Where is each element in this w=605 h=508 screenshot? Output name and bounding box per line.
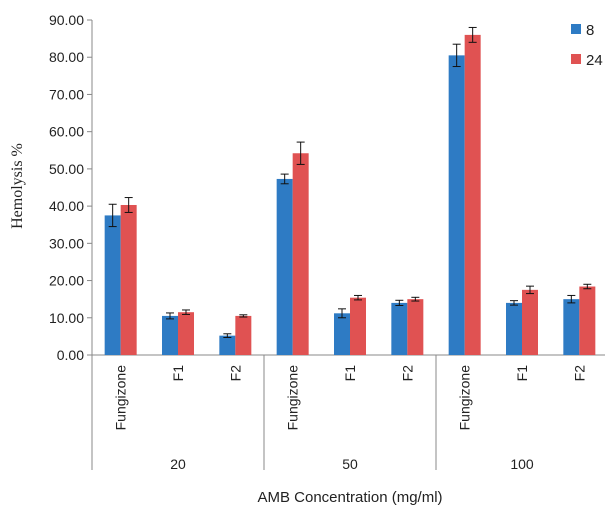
x-category-label: F2 <box>571 365 587 382</box>
bar-8-f2 <box>563 299 580 355</box>
y-tick-label: 50.00 <box>49 161 84 177</box>
y-tick-label: 90.00 <box>49 12 84 28</box>
bar-24-f2 <box>235 315 252 355</box>
y-axis-label: Hemolysis % <box>9 143 26 229</box>
y-tick-label: 10.00 <box>49 310 84 326</box>
x-category-label: F1 <box>514 365 530 382</box>
bar-24-f1 <box>350 297 366 355</box>
bar-24-f1 <box>178 312 194 355</box>
x-category-label: Fungizone <box>285 365 301 431</box>
y-tick-label: 60.00 <box>49 124 84 140</box>
y-tick-label: 80.00 <box>49 49 84 65</box>
x-category-label: Fungizone <box>113 365 129 431</box>
x-category-label: F1 <box>170 365 186 382</box>
legend-swatch-8 <box>571 24 581 34</box>
y-tick-label: 70.00 <box>49 86 84 102</box>
y-tick-label: 40.00 <box>49 198 84 214</box>
x-axis-label: AMB Concentration (mg/ml) <box>257 489 442 506</box>
y-tick-label: 30.00 <box>49 235 84 251</box>
bar-24-f2 <box>579 286 596 355</box>
x-group-label: 20 <box>170 456 186 472</box>
x-category-label: F2 <box>399 365 415 382</box>
bar-8-fungizone <box>104 215 121 355</box>
x-category-label: F1 <box>342 365 358 382</box>
bar-8-f1 <box>162 315 178 355</box>
bar-8-fungizone <box>276 178 293 355</box>
legend-label-24: 24 <box>586 52 603 69</box>
bar-24-fungizone <box>292 153 309 355</box>
bar-24-fungizone <box>464 34 481 356</box>
x-group-label: 100 <box>510 456 534 472</box>
bar-8-f1 <box>334 313 350 355</box>
y-tick-label: 0.00 <box>57 347 84 363</box>
legend-swatch-24 <box>571 54 581 64</box>
bar-8-f2 <box>391 302 408 355</box>
bar-8-fungizone <box>448 55 465 355</box>
x-category-label: Fungizone <box>457 365 473 431</box>
bar-8-f1 <box>506 302 522 355</box>
legend-label-8: 8 <box>586 22 594 39</box>
bar-24-fungizone <box>120 204 137 355</box>
x-group-label: 50 <box>342 456 358 472</box>
bar-24-f2 <box>407 299 424 355</box>
bar-24-f1 <box>522 289 538 355</box>
y-tick-label: 20.00 <box>49 273 84 289</box>
bar-8-f2 <box>219 335 236 355</box>
x-category-label: F2 <box>227 365 243 382</box>
